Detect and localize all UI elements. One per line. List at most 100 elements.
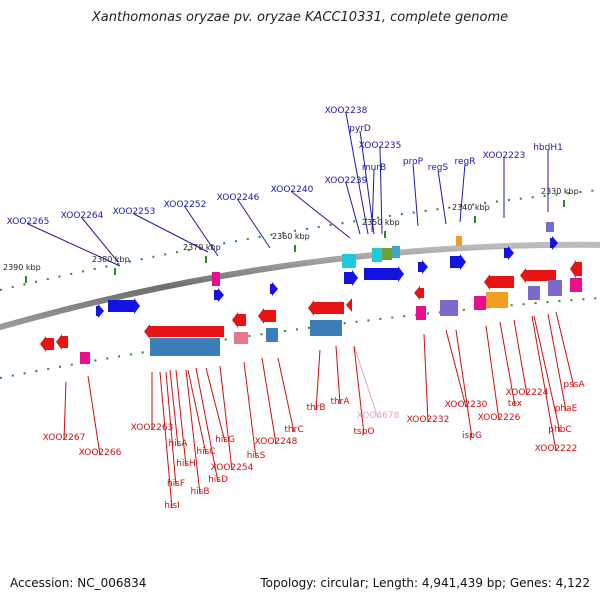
leader-line [27,223,121,267]
reverse-gene [56,334,68,350]
reverse-gene [520,268,556,283]
inner-tick-track [0,297,600,379]
gene-label: hisS [247,451,266,461]
gene-label: XOO2223 [483,151,526,161]
reverse-gene [414,286,424,300]
leader-line [359,130,375,235]
gene-label: XOO2263 [131,423,174,433]
forward-gene [450,254,466,270]
gene-label: proP [403,157,424,167]
gene-label: XOO2232 [407,415,450,425]
forward-gene [418,260,428,274]
leader-line [81,217,119,263]
forward-gene [96,304,104,318]
forward-gene [108,298,140,314]
gene-label: hisH [176,459,196,469]
gene-label: hisG [215,435,235,445]
gene-label: pyrD [349,124,371,134]
gene-label: XOO2238 [325,106,368,116]
feature-box [372,248,382,262]
gene-label: XOO2253 [113,207,156,217]
gene-label: tex [508,399,523,409]
gene-label: XOO2252 [164,200,207,210]
gene-label: XOO2222 [535,444,578,454]
leader-line [243,361,257,459]
feature-box [546,222,554,232]
tick-label: 2360 kbp [272,232,310,241]
leader-line [547,313,567,412]
gene-label: ispG [462,431,482,441]
tick-label: 2370 kbp [183,243,221,252]
gene-label: tspO [353,427,374,437]
forward-gene [504,246,514,260]
gene-label: XOO4678 [357,411,400,421]
reverse-gene [40,336,54,352]
leader-line [533,315,561,433]
gene-label: XOO2239 [325,176,368,186]
leader-line [63,381,67,441]
gene-label: phaE [555,404,578,414]
gene-label: murB [362,163,386,173]
leader-line [175,369,187,467]
gene-label: XOO2240 [271,185,314,195]
leader-line [531,315,557,452]
feature-box [150,338,220,356]
gene-label: thrA [330,397,350,407]
feature-box [266,328,278,342]
gene-label: pssA [563,380,585,390]
feature-box [310,320,342,336]
leader-line [445,329,467,408]
gene-label: hisC [196,447,215,457]
leader-line [513,319,528,396]
forward-gene [364,266,404,282]
tick-mark [294,245,296,252]
feature-box [392,246,400,258]
gene-label: regR [454,157,475,167]
accession-text: Accession: NC_006834 [10,576,147,590]
leader-line [185,369,201,495]
gene-label: XOO2265 [7,217,50,227]
leader-line [219,365,233,471]
leader-line [437,169,447,225]
leader-line [485,325,500,421]
gene-label: XOO2248 [255,437,298,447]
gene-label: XOO2224 [506,388,549,398]
gene-label: phbC [548,425,571,435]
leader-line [261,357,277,445]
forward-gene [270,282,278,296]
gene-label: XOO2254 [211,463,254,473]
reverse-gene [570,260,582,278]
gene-label: XOO2235 [359,141,402,151]
leader-line [379,147,383,235]
leader-line [195,367,219,483]
tick-mark [474,216,476,223]
tick-label: 2380 kbp [92,255,130,264]
leader-line [184,206,219,257]
leader-line [555,311,575,388]
tick-label: 2390 kbp [3,263,41,272]
feature-box [570,278,582,292]
feature-box [440,300,458,316]
reverse-gene [308,300,344,316]
tick-label: 2350 kbp [362,218,400,227]
feature-box [212,272,220,286]
leader-line [335,345,341,405]
feature-box [528,286,540,300]
leader-line [237,199,271,249]
gene-label: thrB [306,403,325,413]
tick-mark [384,231,386,238]
leader-line [459,163,466,223]
gene-label: hisB [190,487,209,497]
leader-line [353,345,365,435]
gene-label: XOO2246 [217,193,260,203]
gene-label: hisF [167,479,185,489]
gene-label: XOO2226 [478,413,521,423]
forward-gene [550,236,558,250]
leader-line [169,369,179,447]
gene-label: hisI [164,501,180,511]
gene-label: XOO2266 [79,448,122,458]
leader-line [133,213,209,253]
leader-line [499,321,516,407]
reverse-gene [346,298,352,312]
